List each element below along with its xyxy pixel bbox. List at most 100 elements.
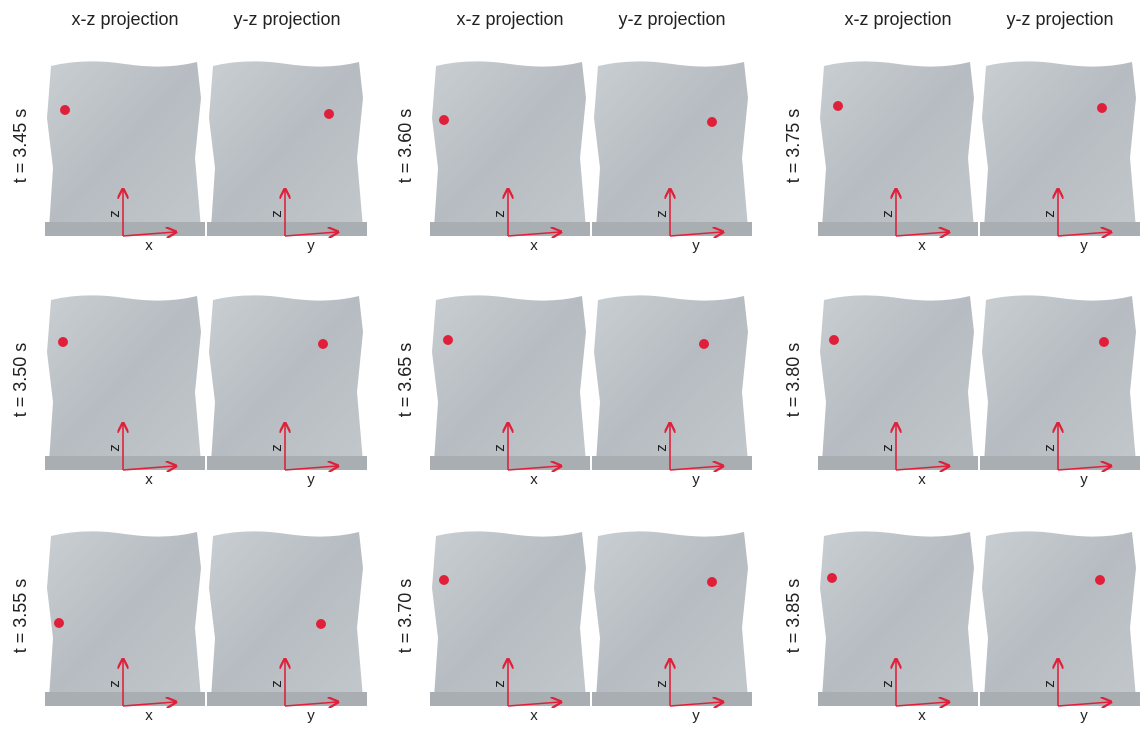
axis-label: x <box>918 237 926 254</box>
bed-base <box>980 222 1140 236</box>
axis-label: z <box>1041 680 1058 688</box>
bed-body <box>982 531 1136 698</box>
tracer-dot <box>324 109 334 119</box>
axis-label: y <box>1080 471 1088 488</box>
bed-base <box>818 456 978 470</box>
bed-base <box>207 222 367 236</box>
bed-body <box>594 61 748 228</box>
bed-base <box>45 692 205 706</box>
axis-label: z <box>653 210 670 218</box>
projection-image: zx <box>430 531 590 724</box>
projection-image: zx <box>430 61 590 254</box>
projection-image: zx <box>818 295 978 488</box>
bed-base <box>207 692 367 706</box>
axis-label: z <box>268 444 285 452</box>
bed-base <box>430 222 590 236</box>
tracer-dot <box>829 335 839 345</box>
axis-label: x <box>145 707 153 724</box>
time-label: t = 3.80 s <box>783 343 803 418</box>
bed-base <box>207 456 367 470</box>
bed-base <box>818 692 978 706</box>
tracer-dot <box>316 619 326 629</box>
axis-label: z <box>268 210 285 218</box>
tracer-dot <box>443 335 453 345</box>
axis-label: z <box>653 680 670 688</box>
axis-label: z <box>106 210 123 218</box>
tracer-dot <box>54 618 64 628</box>
axis-label: y <box>307 707 315 724</box>
bed-body <box>47 295 201 462</box>
bed-body <box>209 61 363 228</box>
projection-image: zy <box>592 61 752 254</box>
axis-label: y <box>692 707 700 724</box>
projection-image: zy <box>592 295 752 488</box>
column-header: y-z projection <box>1006 9 1113 29</box>
projection-image: zx <box>818 61 978 254</box>
axis-label: y <box>307 237 315 254</box>
bed-base <box>980 692 1140 706</box>
bed-body <box>982 61 1136 228</box>
tracer-dot <box>833 101 843 111</box>
bed-base <box>45 222 205 236</box>
axis-label: x <box>918 707 926 724</box>
bed-body <box>432 295 586 462</box>
bed-base <box>818 222 978 236</box>
projection-image: zy <box>980 61 1140 254</box>
axis-label: x <box>145 237 153 254</box>
tracer-dot <box>1097 103 1107 113</box>
bed-body <box>820 295 974 462</box>
bed-base <box>592 222 752 236</box>
tracer-dot <box>827 573 837 583</box>
projection-image: zy <box>980 531 1140 724</box>
tracer-dot <box>1095 575 1105 585</box>
projection-image: zx <box>45 61 205 254</box>
projection-image: zy <box>592 531 752 724</box>
tracer-dot <box>58 337 68 347</box>
axis-label: z <box>879 210 896 218</box>
bed-base <box>430 456 590 470</box>
projection-image: zx <box>45 295 205 488</box>
bed-base <box>980 456 1140 470</box>
tracer-dot <box>60 105 70 115</box>
column-header: y-z projection <box>618 9 725 29</box>
time-label: t = 3.45 s <box>10 109 30 184</box>
column-header: x-z projection <box>456 9 563 29</box>
axis-label: y <box>1080 237 1088 254</box>
bed-base <box>45 456 205 470</box>
bed-base <box>430 692 590 706</box>
axis-label: x <box>145 471 153 488</box>
axis-label: z <box>491 444 508 452</box>
axis-label: z <box>106 680 123 688</box>
bed-body <box>209 295 363 462</box>
axis-label: x <box>530 237 538 254</box>
projection-image: zy <box>207 61 367 254</box>
axis-label: z <box>491 680 508 688</box>
projection-image: zx <box>430 295 590 488</box>
axis-label: z <box>268 680 285 688</box>
axis-label: y <box>1080 707 1088 724</box>
column-header: y-z projection <box>233 9 340 29</box>
axis-label: z <box>879 680 896 688</box>
axis-label: x <box>530 471 538 488</box>
tracer-dot <box>699 339 709 349</box>
bed-base <box>592 456 752 470</box>
time-label: t = 3.70 s <box>395 579 415 654</box>
tracer-dot <box>439 575 449 585</box>
axis-label: y <box>692 237 700 254</box>
figure: x-z projection y-z projection x-z projecti… <box>0 0 1141 732</box>
projection-image: zx <box>45 531 205 724</box>
axis-label: z <box>1041 210 1058 218</box>
axis-label: z <box>879 444 896 452</box>
axis-label: z <box>653 444 670 452</box>
axis-label: z <box>1041 444 1058 452</box>
tracer-dot <box>707 577 717 587</box>
bed-body <box>432 531 586 698</box>
projection-image: zy <box>207 531 367 724</box>
column-header: x-z projection <box>71 9 178 29</box>
axis-label: x <box>918 471 926 488</box>
projection-image: zy <box>207 295 367 488</box>
time-label: t = 3.75 s <box>783 109 803 184</box>
bed-body <box>820 531 974 698</box>
tracer-dot <box>707 117 717 127</box>
projection-image: zx <box>818 531 978 724</box>
